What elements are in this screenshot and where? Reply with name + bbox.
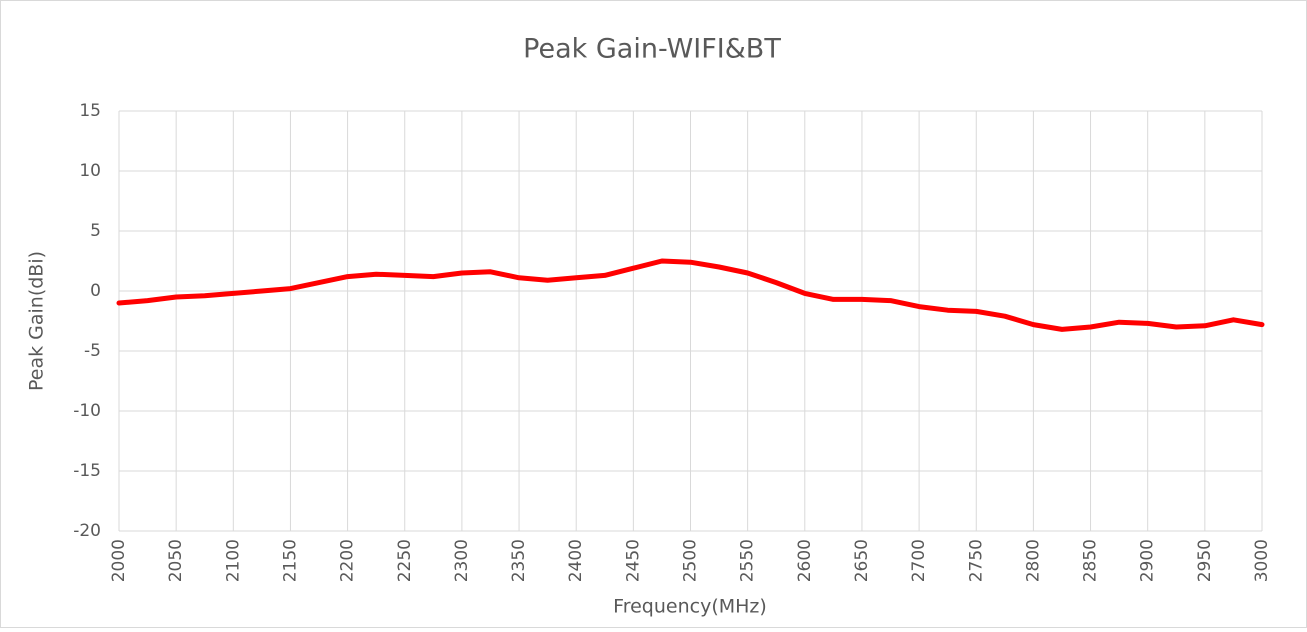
x-tick-label: 2150: [280, 539, 300, 582]
chart-title: Peak Gain-WIFI&BT: [523, 34, 781, 65]
y-tick-label: -20: [73, 521, 101, 541]
x-tick-label: 2750: [966, 539, 986, 582]
x-tick-label: 2550: [738, 539, 758, 582]
x-axis-label: Frequency(MHz): [613, 596, 767, 618]
x-tick-label: 2700: [909, 539, 929, 582]
y-tick-label: 15: [79, 101, 101, 121]
y-tick-label: 10: [79, 161, 101, 181]
y-axis-label: Peak Gain(dBi): [26, 251, 48, 391]
y-tick-label: -15: [73, 461, 101, 481]
x-tick-label: 2050: [166, 539, 186, 582]
x-tick-label: 2500: [681, 539, 701, 582]
data-line: [116, 258, 1265, 332]
x-tick-label: 2300: [452, 539, 472, 582]
x-tick-label: 2850: [1081, 539, 1101, 582]
y-tick-label: -10: [73, 401, 101, 421]
x-tick-label: 2900: [1138, 539, 1158, 582]
x-tick-label: 2000: [109, 539, 129, 582]
x-tick-label: 3000: [1252, 539, 1272, 582]
x-tick-label: 2200: [338, 539, 358, 582]
x-tick-label: 2950: [1195, 539, 1215, 582]
x-tick-label: 2250: [395, 539, 415, 582]
x-tick-label: 2100: [223, 539, 243, 582]
x-tick-label: 2400: [566, 539, 586, 582]
y-tick-label: -5: [84, 341, 101, 361]
x-tick-label: 2800: [1023, 539, 1043, 582]
y-tick-label: 0: [90, 281, 101, 301]
x-tick-label: 2350: [509, 539, 529, 582]
x-tick-label: 2600: [795, 539, 815, 582]
x-tick-label: 2650: [852, 539, 872, 582]
x-tick-label: 2450: [623, 539, 643, 582]
y-tick-label: 5: [90, 221, 101, 241]
